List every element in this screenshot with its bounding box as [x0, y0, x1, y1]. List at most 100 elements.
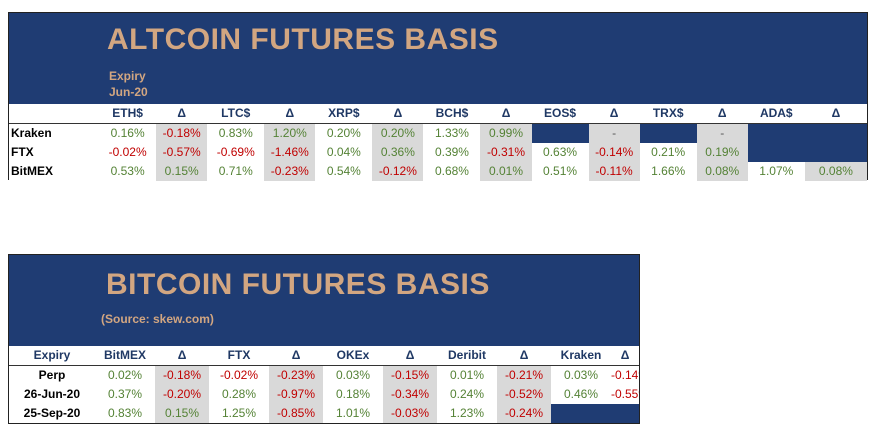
table-cell-empty: [747, 123, 805, 143]
table-cell: 0.99%: [480, 123, 532, 143]
altcoin-header-corner: [9, 104, 100, 124]
table-cell: -0.14%: [611, 365, 639, 385]
bitcoin-row-perp: Perp 0.02% -0.18% -0.02% -0.23% 0.03% -0…: [9, 365, 639, 385]
table-cell: 0.01%: [480, 162, 532, 181]
table-cell: 0.28%: [209, 385, 269, 404]
table-cell: 0.15%: [155, 404, 209, 423]
table-cell: -1.46%: [264, 143, 316, 162]
table-cell: -0.34%: [383, 385, 437, 404]
altcoin-expiry-value: Jun-20: [109, 85, 148, 99]
table-cell: 0.71%: [207, 162, 265, 181]
table-cell: 1.01%: [323, 404, 383, 423]
bitcoin-col-header: Deribit: [437, 346, 497, 366]
table-cell: 0.24%: [437, 385, 497, 404]
table-cell-empty: [611, 404, 639, 423]
altcoin-title: ALTCOIN FUTURES BASIS: [107, 23, 499, 56]
table-cell-empty: [804, 123, 867, 143]
altcoin-row-bitmex: BitMEX 0.53% 0.15% 0.71% -0.23% 0.54% -0…: [9, 162, 867, 181]
table-cell: -0.12%: [372, 162, 424, 181]
table-cell: -0.23%: [269, 365, 323, 385]
table-cell: 0.46%: [551, 385, 611, 404]
row-label: Perp: [9, 365, 95, 385]
table-cell: 0.02%: [95, 365, 155, 385]
table-cell: 0.16%: [99, 123, 157, 143]
bitcoin-source: (Source: skew.com): [101, 312, 214, 326]
table-cell: -0.18%: [156, 123, 208, 143]
table-cell: -0.21%: [497, 365, 551, 385]
table-cell: 0.68%: [423, 162, 481, 181]
table-cell: 1.25%: [209, 404, 269, 423]
bitcoin-table: Expiry BitMEX Δ FTX Δ OKEx Δ Deribit Δ K…: [9, 346, 639, 423]
table-cell: -0.69%: [207, 143, 265, 162]
bitcoin-row-25sep20: 25-Sep-20 0.83% 0.15% 1.25% -0.85% 1.01%…: [9, 404, 639, 423]
table-cell: -0.57%: [156, 143, 208, 162]
row-label: FTX: [9, 143, 100, 162]
altcoin-col-header: LTC$: [207, 104, 265, 124]
bitcoin-col-header: BitMEX: [95, 346, 155, 366]
table-cell-empty: [551, 404, 611, 423]
table-cell: 0.36%: [372, 143, 424, 162]
altcoin-col-header: Δ: [480, 104, 532, 124]
altcoin-col-header: Δ: [696, 104, 748, 124]
altcoin-row-kraken: Kraken 0.16% -0.18% 0.83% 1.20% 0.20% 0.…: [9, 123, 867, 143]
bitcoin-expiry-header: Expiry: [9, 346, 95, 366]
table-cell: -0.14%: [588, 143, 640, 162]
altcoin-col-header: Δ: [156, 104, 208, 124]
table-cell: 0.20%: [372, 123, 424, 143]
bitcoin-col-header: OKEx: [323, 346, 383, 366]
table-cell: 0.03%: [551, 365, 611, 385]
table-cell-empty: [639, 123, 697, 143]
altcoin-col-header: ETH$: [99, 104, 157, 124]
table-cell: 1.07%: [747, 162, 805, 181]
altcoin-col-header: BCH$: [423, 104, 481, 124]
table-cell: 0.53%: [99, 162, 157, 181]
table-cell-empty: [531, 123, 589, 143]
row-label: 25-Sep-20: [9, 404, 95, 423]
bitcoin-col-header: FTX: [209, 346, 269, 366]
table-cell: -0.03%: [383, 404, 437, 423]
bitcoin-col-header: Δ: [383, 346, 437, 366]
table-cell: 0.20%: [315, 123, 373, 143]
altcoin-col-header: XRP$: [315, 104, 373, 124]
table-cell: -0.20%: [155, 385, 209, 404]
table-cell: 0.83%: [207, 123, 265, 143]
bitcoin-col-header: Δ: [155, 346, 209, 366]
table-cell: 0.21%: [639, 143, 697, 162]
table-cell: 0.03%: [323, 365, 383, 385]
altcoin-panel: ALTCOIN FUTURES BASIS Expiry Jun-20 ETH$…: [8, 12, 868, 181]
altcoin-col-header: Δ: [804, 104, 867, 124]
table-cell: 0.19%: [696, 143, 748, 162]
row-label: BitMEX: [9, 162, 100, 181]
table-cell: 1.23%: [437, 404, 497, 423]
altcoin-col-header: TRX$: [639, 104, 697, 124]
table-cell: -0.02%: [209, 365, 269, 385]
table-cell: -0.52%: [497, 385, 551, 404]
table-cell: 1.33%: [423, 123, 481, 143]
table-cell: 0.08%: [696, 162, 748, 181]
table-cell: -0.24%: [497, 404, 551, 423]
bitcoin-header-row: Expiry BitMEX Δ FTX Δ OKEx Δ Deribit Δ K…: [9, 346, 639, 366]
table-cell: 0.51%: [531, 162, 589, 181]
altcoin-header-row: ETH$ Δ LTC$ Δ XRP$ Δ BCH$ Δ EOS$ Δ TRX$ …: [9, 104, 867, 124]
bitcoin-col-header: Δ: [497, 346, 551, 366]
altcoin-expiry-label: Expiry: [109, 69, 146, 83]
bitcoin-col-header: Δ: [269, 346, 323, 366]
table-cell: 0.08%: [804, 162, 867, 181]
table-cell: -0.97%: [269, 385, 323, 404]
altcoin-col-header: ADA$: [747, 104, 805, 124]
bitcoin-title: BITCOIN FUTURES BASIS: [106, 268, 490, 301]
altcoin-table: ETH$ Δ LTC$ Δ XRP$ Δ BCH$ Δ EOS$ Δ TRX$ …: [9, 104, 867, 181]
bitcoin-row-26jun20: 26-Jun-20 0.37% -0.20% 0.28% -0.97% 0.18…: [9, 385, 639, 404]
table-cell: 1.66%: [639, 162, 697, 181]
table-cell-empty: [747, 143, 805, 162]
table-cell: -: [696, 123, 748, 143]
table-cell: 0.18%: [323, 385, 383, 404]
table-cell: -0.18%: [155, 365, 209, 385]
table-cell: 0.83%: [95, 404, 155, 423]
table-cell: -0.85%: [269, 404, 323, 423]
table-cell: 0.54%: [315, 162, 373, 181]
altcoin-col-header: Δ: [588, 104, 640, 124]
bitcoin-col-header: Kraken: [551, 346, 611, 366]
altcoin-row-ftx: FTX -0.02% -0.57% -0.69% -1.46% 0.04% 0.…: [9, 143, 867, 162]
table-cell: 0.39%: [423, 143, 481, 162]
